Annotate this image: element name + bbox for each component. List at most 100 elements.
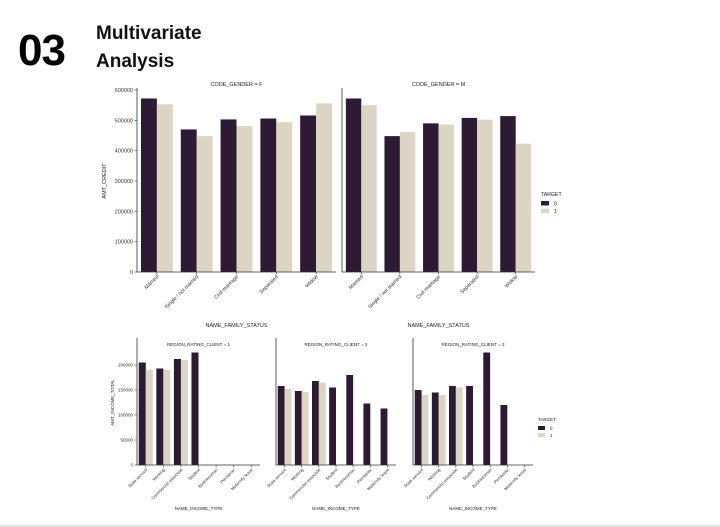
y-tick-label: 500000 xyxy=(115,118,133,124)
bar-series-0 xyxy=(220,119,237,272)
bar-series-0 xyxy=(156,368,164,465)
bar-series-0 xyxy=(329,387,336,465)
x-tick-label: Separated xyxy=(259,274,280,295)
legend-label-0: 0 xyxy=(554,202,557,208)
bar-series-0 xyxy=(300,115,317,272)
y-axis-label: AMT_INCOME_TOTAL xyxy=(110,379,115,426)
slide-title-line-2: Analysis xyxy=(96,51,175,72)
y-tick-label: 0 xyxy=(130,270,133,276)
y-tick-label: 150000 xyxy=(118,388,134,393)
slide-title-line-1: Multivariate xyxy=(96,23,202,44)
chart-title: REGION_RATING_CLIENT = 3 xyxy=(442,342,505,347)
x-tick-label: State servant xyxy=(266,467,288,489)
x-tick-label: Widow xyxy=(304,274,319,289)
bar-series-1 xyxy=(156,104,173,272)
chart-title: CODE_GENDER = M xyxy=(412,82,466,88)
x-tick-label: Married xyxy=(144,274,161,291)
bar-series-0 xyxy=(466,386,473,465)
legend-swatch-1 xyxy=(538,433,545,437)
x-tick-label: Civil marriage xyxy=(415,274,442,301)
y-tick-label: 100000 xyxy=(118,413,134,418)
y-tick-label: 0 xyxy=(130,463,133,468)
bar-series-1 xyxy=(438,124,454,272)
bottom-divider xyxy=(0,525,720,527)
bar-series-0 xyxy=(345,98,362,272)
bar-series-1 xyxy=(515,143,532,272)
x-tick-label: Working xyxy=(427,467,442,482)
bar-series-1 xyxy=(318,382,326,465)
bar-series-1 xyxy=(196,136,213,272)
chart-title: REGION_RATING_CLIENT = 2 xyxy=(305,342,368,347)
y-tick-label: 50000 xyxy=(120,438,133,443)
x-tick-label: Working xyxy=(290,467,305,482)
bar-series-1 xyxy=(145,370,153,465)
bar-series-1 xyxy=(421,395,429,465)
bar-series-1 xyxy=(361,105,377,273)
bar-series-0 xyxy=(191,352,199,465)
legend-title: TARGET xyxy=(538,417,556,422)
bar-series-0 xyxy=(423,123,439,272)
x-tick-label: State servant xyxy=(127,467,149,489)
y-tick-label: 300000 xyxy=(115,179,133,185)
bar-series-0 xyxy=(483,352,491,465)
x-axis-label: NAME_INCOME_TYPE xyxy=(175,506,223,511)
bar-series-1 xyxy=(301,392,309,465)
legend-label-1: 1 xyxy=(554,209,557,215)
bar-series-1 xyxy=(180,360,188,465)
x-tick-label: Commercial associate xyxy=(150,467,184,501)
legend-label-1: 1 xyxy=(550,433,553,438)
bar-series-0 xyxy=(294,391,302,465)
x-tick-label: Pensioner xyxy=(219,467,237,485)
legend-swatch-0 xyxy=(538,426,545,430)
legend-label-0: 0 xyxy=(550,426,553,431)
bar-series-1 xyxy=(284,389,292,465)
bar-series-1 xyxy=(438,395,446,465)
y-tick-label: 400000 xyxy=(115,149,133,155)
bar-series-0 xyxy=(138,362,146,465)
y-axis-label: AMT_CREDIT xyxy=(102,163,108,199)
bar-series-0 xyxy=(380,408,388,465)
x-tick-label: State servant xyxy=(403,467,425,489)
slide-number: 03 xyxy=(18,26,66,75)
y-tick-label: 100000 xyxy=(115,240,133,246)
chart-title: REGION_RATING_CLIENT = 1 xyxy=(167,342,230,347)
legend-swatch-1 xyxy=(541,208,549,214)
bar-series-0 xyxy=(260,118,277,272)
bar-series-0 xyxy=(312,381,319,465)
bar-series-1 xyxy=(236,126,253,272)
bar-series-1 xyxy=(163,370,171,465)
bar-series-1 xyxy=(399,132,416,272)
bar-series-0 xyxy=(363,403,371,465)
x-axis-label: NAME_INCOME_TYPE xyxy=(312,506,360,511)
bar-series-0 xyxy=(461,117,478,272)
x-tick-label: Separated xyxy=(459,274,480,295)
legend-title: TARGET xyxy=(541,192,562,198)
bar-series-0 xyxy=(414,390,422,465)
x-tick-label: Married xyxy=(348,274,365,291)
x-axis-label: NAME_INCOME_TYPE xyxy=(449,506,497,511)
x-tick-label: Civil marriage xyxy=(213,274,240,301)
bar-series-1 xyxy=(276,122,293,272)
bar-series-0 xyxy=(346,375,354,465)
bar-series-0 xyxy=(384,136,400,272)
bar-series-1 xyxy=(477,119,493,272)
bar-series-0 xyxy=(500,116,516,272)
x-tick-label: Commercial associate xyxy=(425,467,459,501)
bar-series-0 xyxy=(140,98,157,272)
x-axis-label: NAME_FAMILY_STATUS xyxy=(205,323,267,329)
y-tick-label: 600000 xyxy=(115,88,133,94)
x-tick-label: Working xyxy=(151,467,166,482)
bar-series-1 xyxy=(316,103,333,272)
bar-series-0 xyxy=(173,359,181,465)
x-tick-label: Student xyxy=(462,467,477,482)
bar-series-1 xyxy=(455,387,463,465)
bar-series-0 xyxy=(431,392,439,465)
x-axis-label: NAME_FAMILY_STATUS xyxy=(407,323,469,329)
bar-series-0 xyxy=(500,405,508,465)
y-tick-label: 200000 xyxy=(115,209,133,215)
chart-title: CODE_GENDER = F xyxy=(210,82,263,88)
x-tick-label: Student xyxy=(325,467,340,482)
bar-series-0 xyxy=(449,386,456,465)
y-tick-label: 200000 xyxy=(118,363,134,368)
